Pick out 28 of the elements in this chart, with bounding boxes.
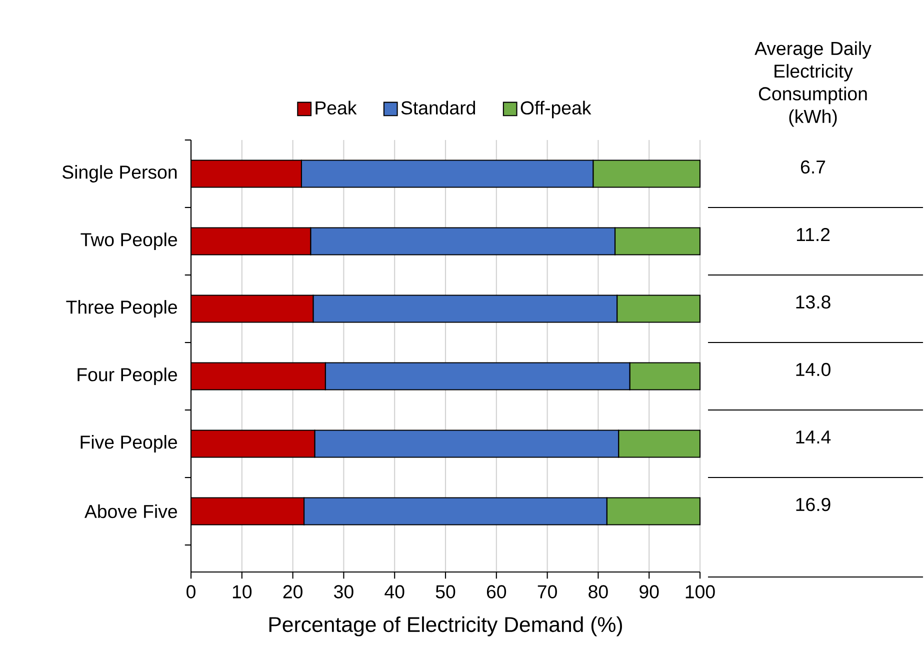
y-tick-label: Two People [80,232,177,250]
legend-label: Peak [316,100,357,115]
text: 11.2 [796,228,830,242]
text: 14.4 [796,430,831,444]
x-tick-label: 80 [588,585,608,598]
text: 14.0 [796,362,830,376]
y-tick-label: Five People [80,435,177,452]
x-tick-label: 40 [384,585,404,598]
text: 6.7 [800,160,826,174]
x-tick-label: 70 [538,585,557,598]
x-tick-label: 20 [283,585,302,598]
y-tick-label: Three People [66,300,177,318]
x-tick-label: 100 [686,585,715,598]
text: 13.8 [796,295,830,309]
text: Average Daily Electricity Consumption (kWh) [754,41,872,127]
legend-label: Off-peak [520,100,592,118]
y-tick-label: Four People [78,368,177,385]
text: 16.9 [796,498,830,512]
x-tick-label: 10 [232,585,252,598]
x-tick-label: 90 [640,585,659,598]
y-tick-label: Above Five [84,504,177,518]
legend-label: Standard [401,100,476,115]
x-axis-title: Percentage of Electricity Demand (%) [269,616,622,636]
x-tick-label: 50 [436,585,456,598]
x-tick-label: 30 [334,585,354,598]
x-tick-label: 60 [486,585,506,598]
y-tick-label: Single Person [62,165,177,182]
x-tick-label: 0 [186,585,196,598]
